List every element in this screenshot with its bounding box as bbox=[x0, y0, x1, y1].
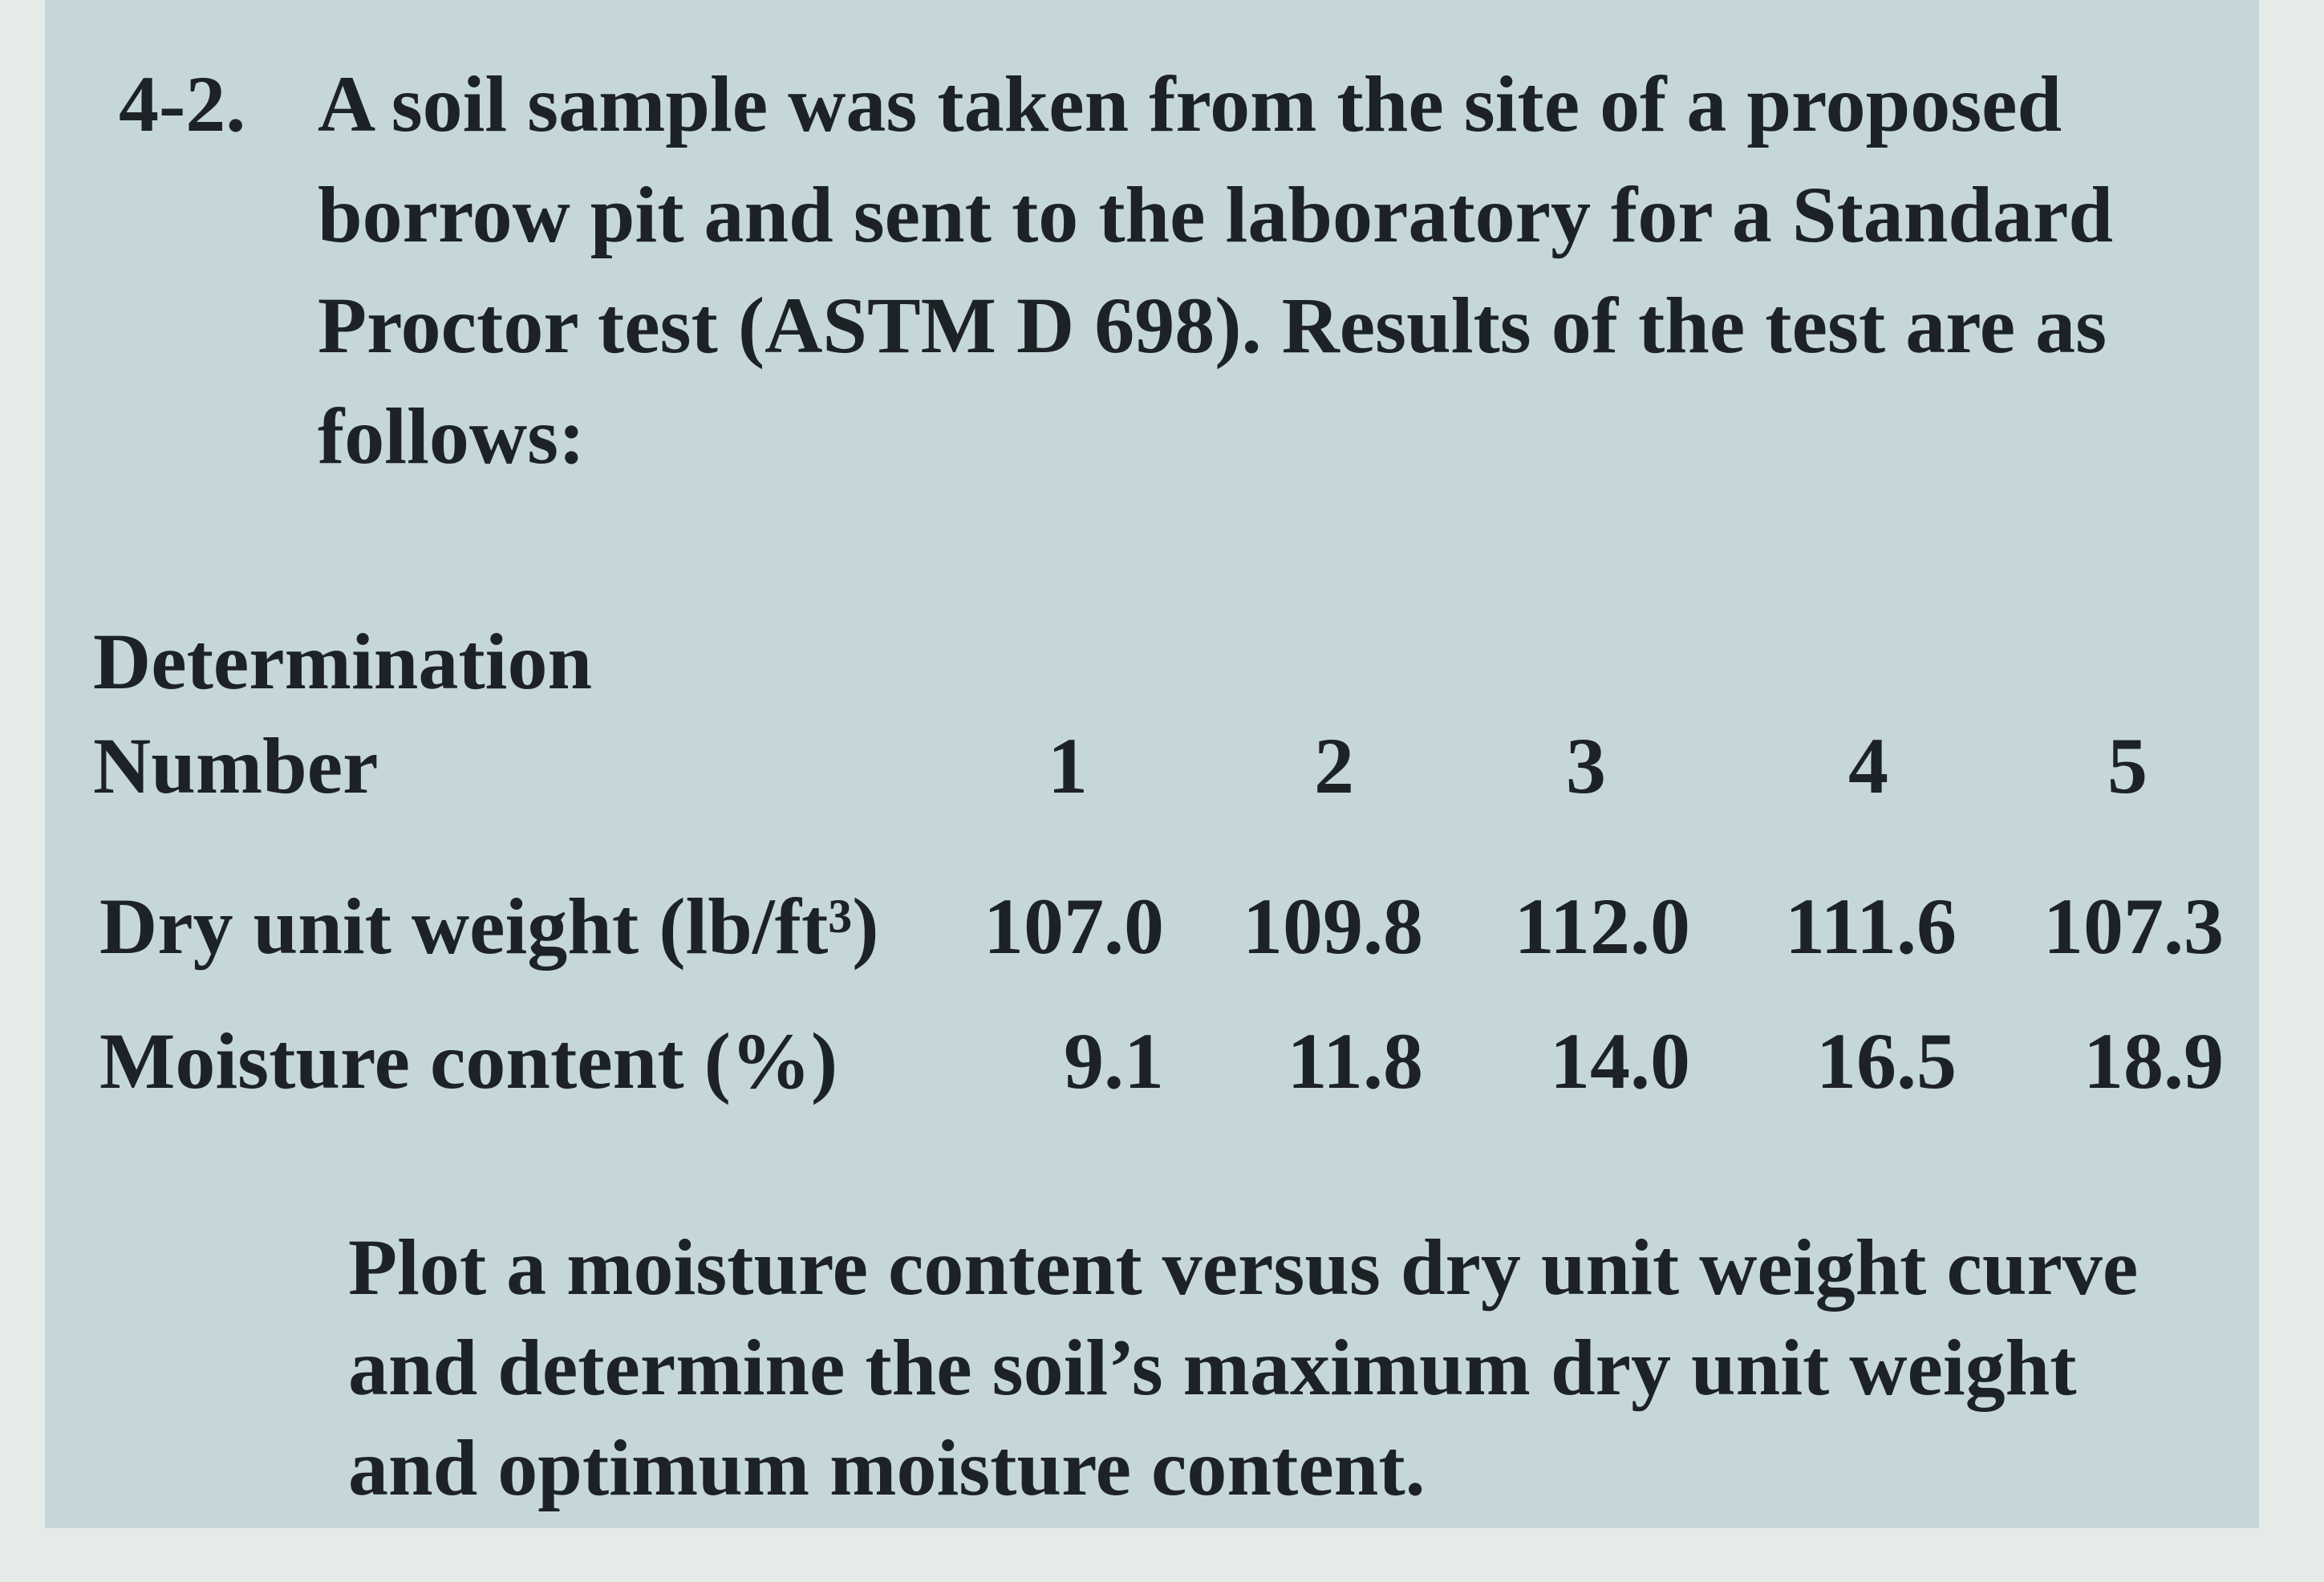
problem-panel: 4-2. A soil sample was taken from the si… bbox=[45, 0, 2259, 1528]
problem-number: 4-2. bbox=[119, 59, 246, 148]
cell-value: 107.3 bbox=[2043, 882, 2224, 971]
task-line: and determine the soil’s maximum dry uni… bbox=[348, 1323, 2077, 1412]
cell-value: 109.8 bbox=[1243, 882, 1423, 971]
cell-value: 18.9 bbox=[2083, 1016, 2224, 1105]
row-label: Moisture content (%) bbox=[99, 1016, 838, 1105]
column-number: 2 bbox=[1314, 721, 1354, 810]
task-line: and optimum moisture content. bbox=[348, 1423, 1426, 1512]
cell-value: 112.0 bbox=[1514, 882, 1690, 971]
intro-line: Proctor test (ASTM D 698). Results of th… bbox=[318, 281, 2107, 370]
row-label: Dry unit weight (lb/ft³) bbox=[99, 882, 879, 971]
cell-value: 11.8 bbox=[1287, 1016, 1423, 1105]
intro-line: A soil sample was taken from the site of… bbox=[318, 59, 2062, 148]
table-header: Determination bbox=[93, 617, 593, 706]
column-number: 1 bbox=[1048, 721, 1088, 810]
table-header: Number bbox=[93, 721, 379, 810]
cell-value: 107.0 bbox=[984, 882, 1164, 971]
intro-line: borrow pit and sent to the laboratory fo… bbox=[318, 170, 2114, 259]
task-line: Plot a moisture content versus dry unit … bbox=[348, 1223, 2139, 1312]
cell-value: 111.6 bbox=[1785, 882, 1957, 971]
column-number: 3 bbox=[1566, 721, 1606, 810]
column-number: 5 bbox=[2107, 721, 2148, 810]
cell-value: 14.0 bbox=[1550, 1016, 1690, 1105]
column-number: 4 bbox=[1848, 721, 1888, 810]
cell-value: 9.1 bbox=[1064, 1016, 1164, 1105]
cell-value: 16.5 bbox=[1816, 1016, 1957, 1105]
intro-line: follows: bbox=[318, 391, 586, 481]
